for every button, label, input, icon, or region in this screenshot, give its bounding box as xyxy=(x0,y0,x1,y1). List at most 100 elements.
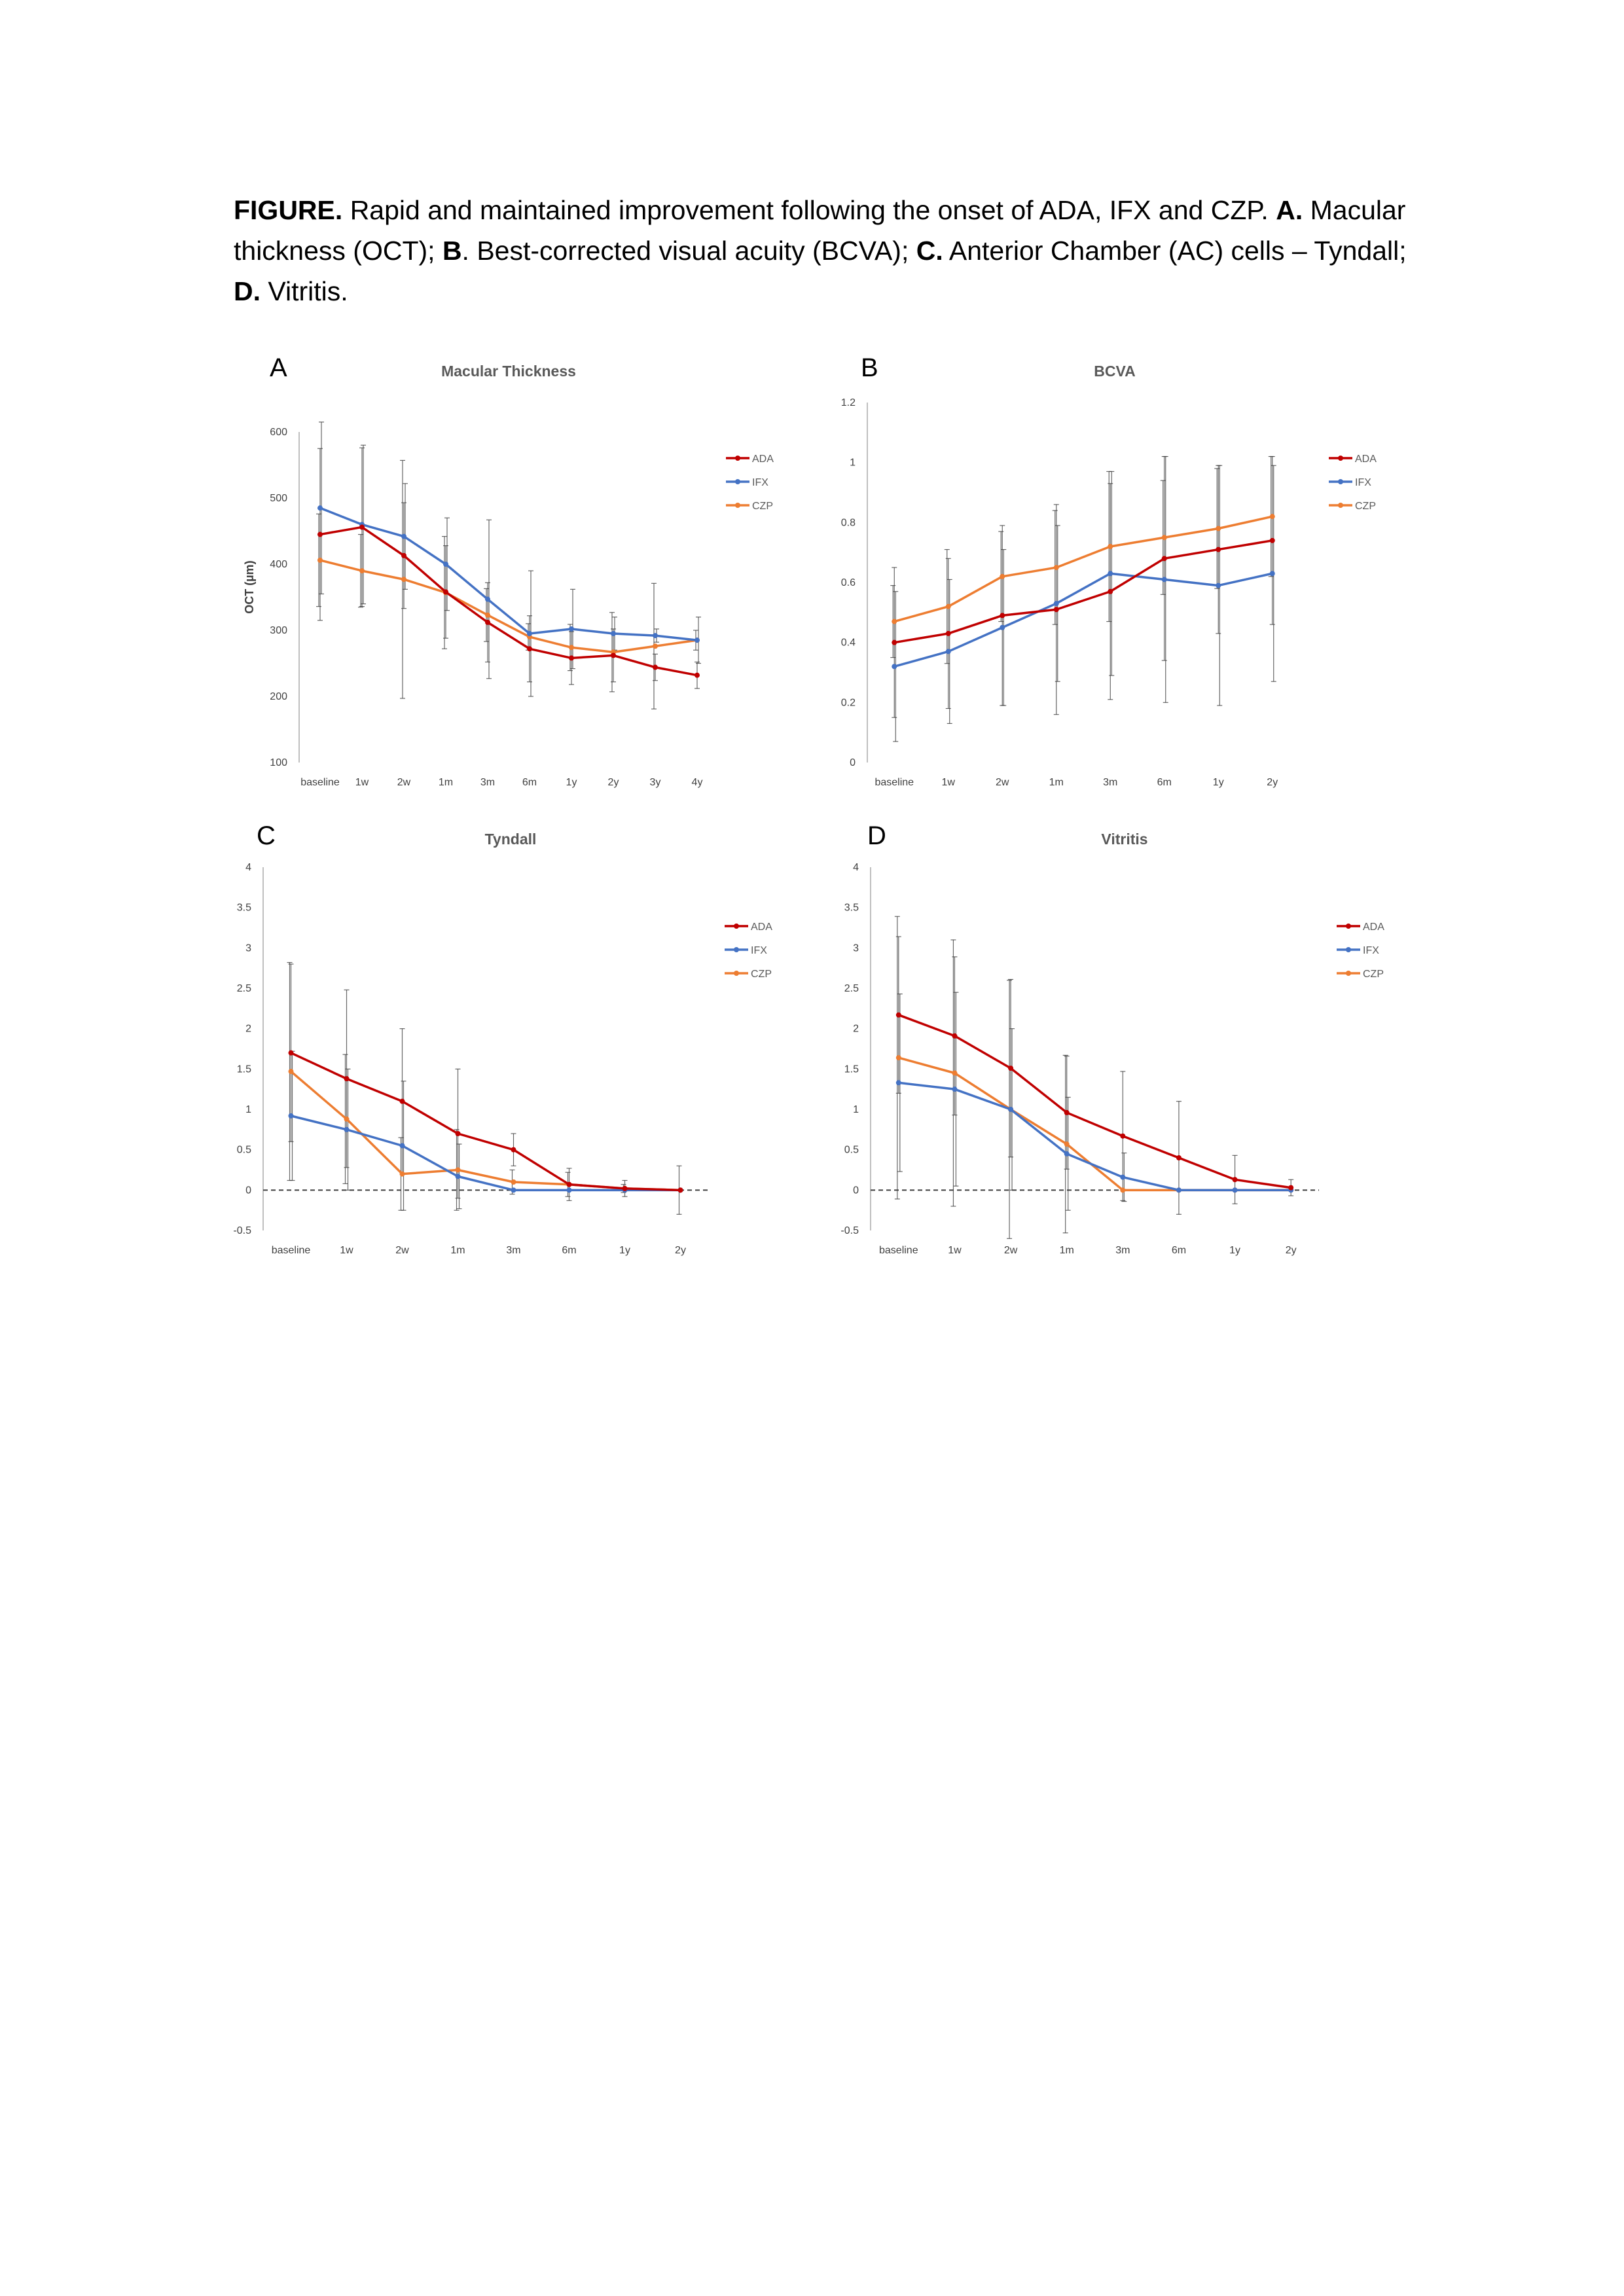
x-tick-label: 1w xyxy=(355,777,369,788)
data-point-czp xyxy=(569,645,574,651)
legend-item-ifx: IFX xyxy=(1337,945,1379,956)
x-tick-label: 2w xyxy=(397,777,411,788)
data-point-ifx xyxy=(485,596,490,602)
x-tick-label: 1m xyxy=(1060,1245,1074,1256)
legend-label: CZP xyxy=(752,501,773,512)
data-point-ada xyxy=(622,1185,628,1191)
x-tick-label: 1w xyxy=(942,777,956,788)
caption-label-c: C. xyxy=(916,236,943,266)
chart-vitritis: D Vitritis -0.5 0 0.5 1 1.5 2 2.5 3 3.5 4 baseline… xyxy=(840,821,1384,1256)
caption-label-b: B xyxy=(442,236,462,266)
caption-label-a: A. xyxy=(1276,195,1303,225)
legend-item-czp: CZP xyxy=(1337,969,1384,980)
data-point-czp xyxy=(401,577,406,583)
caption-prefix: FIGURE. xyxy=(234,195,343,225)
data-point-ifx xyxy=(1000,624,1005,630)
y-tick-label: 2 xyxy=(853,1024,859,1035)
caption-text-4: Anterior Chamber (AC) cells – Tyndall; xyxy=(943,236,1407,266)
data-point-czp xyxy=(359,568,365,574)
panel-d: D Vitritis -0.5 0 0.5 1 1.5 2 2.5 3 3.5 4 baseline… xyxy=(840,815,1420,1273)
data-point-ada xyxy=(317,531,323,537)
legend-marker xyxy=(735,479,740,484)
data-point-ada xyxy=(344,1076,350,1082)
figure-caption: FIGURE. Rapid and maintained improvement… xyxy=(234,190,1412,312)
x-tick-label: baseline xyxy=(300,777,340,788)
data-point-ada xyxy=(1288,1185,1294,1191)
data-point-czp xyxy=(952,1070,958,1076)
legend-marker xyxy=(735,503,740,508)
series-line-ifx xyxy=(319,507,698,641)
y-axis-title: OCT (µm) xyxy=(243,560,256,613)
data-point-ada xyxy=(1161,556,1167,562)
legend-label: IFX xyxy=(752,477,768,488)
legend-marker xyxy=(1338,479,1343,484)
data-point-ada xyxy=(1008,1066,1014,1071)
x-tick-label: 1y xyxy=(1213,777,1224,788)
legend-label: IFX xyxy=(751,945,767,956)
data-point-ada xyxy=(695,672,700,678)
legend-label: CZP xyxy=(751,969,772,980)
data-point-czp xyxy=(653,643,658,649)
y-tick-label: 0.4 xyxy=(841,637,856,649)
x-tick-label: 6m xyxy=(562,1245,576,1256)
y-tick-label: 100 xyxy=(270,757,287,768)
data-point-czp xyxy=(1216,526,1221,531)
y-tick-label: 4 xyxy=(853,862,859,873)
y-tick-label: 1.5 xyxy=(237,1064,251,1075)
x-tick-label: 3m xyxy=(1103,777,1117,788)
x-tick-label: 1y xyxy=(619,1245,630,1256)
data-point-ifx xyxy=(1161,577,1167,583)
data-point-ada xyxy=(1108,588,1113,594)
data-point-czp xyxy=(1000,573,1005,579)
data-point-ifx xyxy=(892,664,897,670)
data-point-czp xyxy=(1053,565,1059,571)
data-point-ifx xyxy=(1269,571,1275,577)
y-tick-label: 3 xyxy=(245,942,251,954)
panel-letter: C xyxy=(257,821,276,850)
panel-letter: A xyxy=(270,353,287,382)
data-point-ada xyxy=(677,1187,683,1193)
caption-text-1: Rapid and maintained improvement followi… xyxy=(342,195,1276,225)
y-tick-label: 2 xyxy=(245,1024,251,1035)
data-point-ifx xyxy=(695,637,700,643)
x-tick-label: 1w xyxy=(948,1245,962,1256)
y-tick-label: 0 xyxy=(853,1185,859,1196)
data-point-czp xyxy=(511,1179,516,1185)
legend-item-ada: ADA xyxy=(1329,454,1377,465)
series-line-czp xyxy=(893,515,1273,623)
data-point-ifx xyxy=(952,1086,958,1092)
data-point-czp xyxy=(945,603,951,609)
y-tick-label: 500 xyxy=(270,493,287,504)
panel-letter: D xyxy=(867,821,886,850)
legend-label: IFX xyxy=(1355,477,1371,488)
y-tick-label: 3.5 xyxy=(237,903,251,914)
x-tick-label: 2y xyxy=(1286,1245,1297,1256)
data-point-ifx xyxy=(1232,1187,1238,1193)
data-point-ifx xyxy=(1108,571,1113,577)
x-tick-label: 2y xyxy=(608,777,619,788)
x-tick-label: baseline xyxy=(272,1245,311,1256)
legend-label: IFX xyxy=(1363,945,1379,956)
data-point-ada xyxy=(1053,607,1059,613)
x-tick-label: 6m xyxy=(1157,777,1172,788)
panel-letter: B xyxy=(861,353,878,382)
data-point-ifx xyxy=(455,1174,461,1179)
x-tick-label: 6m xyxy=(1172,1245,1186,1256)
legend-marker xyxy=(1346,971,1351,976)
data-point-czp xyxy=(399,1171,405,1177)
data-point-ifx xyxy=(511,1187,516,1193)
caption-label-d: D. xyxy=(234,276,261,306)
y-tick-label: 600 xyxy=(270,427,287,438)
y-tick-label: 0.2 xyxy=(841,697,856,708)
x-tick-label: 3m xyxy=(1115,1245,1130,1256)
legend-marker xyxy=(734,971,739,976)
data-point-czp xyxy=(1120,1187,1126,1193)
caption-text-3: . Best-corrected visual acuity (BCVA); xyxy=(461,236,916,266)
data-point-ada xyxy=(1232,1177,1238,1183)
legend-marker xyxy=(1346,924,1351,929)
data-point-czp xyxy=(317,557,323,563)
y-tick-label: 4 xyxy=(245,862,251,873)
legend-item-czp: CZP xyxy=(1329,501,1376,512)
legend-marker xyxy=(734,924,739,929)
data-point-czp xyxy=(895,1055,901,1061)
